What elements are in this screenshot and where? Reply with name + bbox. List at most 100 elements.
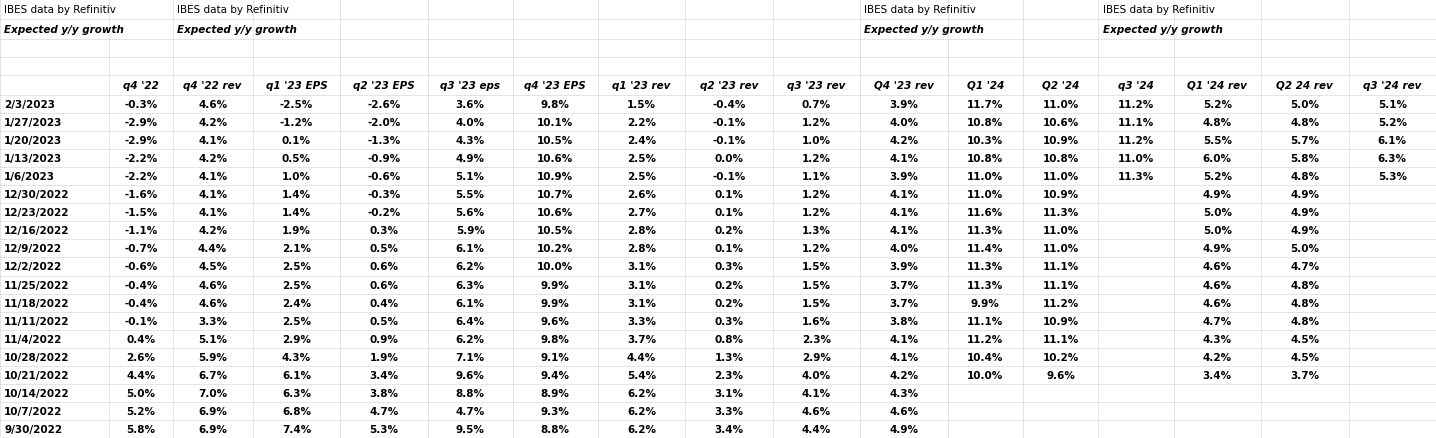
Text: 9.6%: 9.6% [1047, 370, 1076, 380]
Text: 4.7%: 4.7% [455, 406, 485, 416]
Text: -2.6%: -2.6% [368, 100, 401, 110]
Text: 5.5%: 5.5% [455, 190, 485, 200]
Text: q3 '23 rev: q3 '23 rev [787, 81, 846, 91]
Text: 1.5%: 1.5% [628, 100, 656, 110]
Text: 4.1%: 4.1% [198, 172, 227, 182]
Text: 4.6%: 4.6% [1203, 262, 1232, 272]
Text: 11.4%: 11.4% [966, 244, 1004, 254]
Text: Q2 24 rev: Q2 24 rev [1277, 81, 1333, 91]
Text: 9.6%: 9.6% [455, 370, 484, 380]
Text: 4.6%: 4.6% [1203, 280, 1232, 290]
Text: -2.2%: -2.2% [125, 172, 158, 182]
Text: 3.7%: 3.7% [1290, 370, 1320, 380]
Text: 0.2%: 0.2% [715, 280, 744, 290]
Text: IBES data by Refinitiv: IBES data by Refinitiv [177, 5, 289, 15]
Text: 11/25/2022: 11/25/2022 [4, 280, 70, 290]
Text: 11.1%: 11.1% [968, 316, 1004, 326]
Text: -0.3%: -0.3% [125, 100, 158, 110]
Text: 1.4%: 1.4% [281, 208, 312, 218]
Text: 0.1%: 0.1% [715, 190, 744, 200]
Text: 4.5%: 4.5% [198, 262, 227, 272]
Text: 0.3%: 0.3% [369, 226, 398, 236]
Text: 9.8%: 9.8% [541, 100, 570, 110]
Text: 6.1%: 6.1% [1377, 136, 1407, 146]
Text: -0.9%: -0.9% [368, 154, 401, 164]
Text: 10/7/2022: 10/7/2022 [4, 406, 63, 416]
Text: 2.4%: 2.4% [281, 298, 312, 308]
Text: 4.2%: 4.2% [198, 118, 227, 128]
Text: 0.0%: 0.0% [715, 154, 744, 164]
Text: 11.0%: 11.0% [1043, 226, 1078, 236]
Text: Q1 '24 rev: Q1 '24 rev [1188, 81, 1248, 91]
Text: -1.5%: -1.5% [125, 208, 158, 218]
Text: 4.8%: 4.8% [1290, 316, 1320, 326]
Text: -0.4%: -0.4% [125, 298, 158, 308]
Text: 11.6%: 11.6% [968, 208, 1004, 218]
Text: 1.4%: 1.4% [281, 190, 312, 200]
Text: 0.8%: 0.8% [715, 334, 744, 344]
Text: 3.1%: 3.1% [628, 298, 656, 308]
Text: 4.3%: 4.3% [1203, 334, 1232, 344]
Text: 4.6%: 4.6% [801, 406, 831, 416]
Text: 1.0%: 1.0% [801, 136, 831, 146]
Text: 2/3/2023: 2/3/2023 [4, 100, 56, 110]
Text: 5.7%: 5.7% [1290, 136, 1320, 146]
Text: 11.2%: 11.2% [1117, 100, 1155, 110]
Text: 4.9%: 4.9% [1203, 244, 1232, 254]
Text: 1.2%: 1.2% [801, 190, 831, 200]
Text: 11.2%: 11.2% [1043, 298, 1078, 308]
Text: 3.3%: 3.3% [628, 316, 656, 326]
Text: 4.7%: 4.7% [369, 406, 399, 416]
Text: 1.9%: 1.9% [369, 352, 398, 362]
Text: -1.2%: -1.2% [280, 118, 313, 128]
Text: 10.9%: 10.9% [1043, 190, 1078, 200]
Text: 4.0%: 4.0% [889, 244, 919, 254]
Text: 6.2%: 6.2% [455, 334, 485, 344]
Text: 11.0%: 11.0% [1117, 154, 1155, 164]
Text: 6.9%: 6.9% [198, 424, 227, 434]
Text: 3.8%: 3.8% [889, 316, 919, 326]
Text: 10.2%: 10.2% [1043, 352, 1078, 362]
Text: 5.0%: 5.0% [126, 388, 155, 398]
Text: q1 '23 rev: q1 '23 rev [612, 81, 671, 91]
Text: 10.1%: 10.1% [537, 118, 573, 128]
Text: 5.3%: 5.3% [1377, 172, 1407, 182]
Text: 6.2%: 6.2% [628, 388, 656, 398]
Text: 3.9%: 3.9% [889, 100, 918, 110]
Text: 11.3%: 11.3% [1117, 172, 1155, 182]
Text: -2.9%: -2.9% [125, 136, 158, 146]
Text: 5.0%: 5.0% [1203, 208, 1232, 218]
Text: 5.4%: 5.4% [628, 370, 656, 380]
Text: 7.0%: 7.0% [198, 388, 227, 398]
Text: 7.4%: 7.4% [281, 424, 312, 434]
Text: -2.9%: -2.9% [125, 118, 158, 128]
Text: 11/11/2022: 11/11/2022 [4, 316, 70, 326]
Text: 3.7%: 3.7% [889, 280, 919, 290]
Text: 10.7%: 10.7% [537, 190, 573, 200]
Text: 4.4%: 4.4% [628, 352, 656, 362]
Text: 2.3%: 2.3% [715, 370, 744, 380]
Text: 5.9%: 5.9% [455, 226, 484, 236]
Text: 9.3%: 9.3% [541, 406, 570, 416]
Text: 4.0%: 4.0% [455, 118, 485, 128]
Text: 4.5%: 4.5% [1290, 352, 1320, 362]
Text: 3.7%: 3.7% [889, 298, 919, 308]
Text: 4.0%: 4.0% [801, 370, 831, 380]
Text: 0.3%: 0.3% [715, 316, 744, 326]
Text: 4.1%: 4.1% [889, 226, 919, 236]
Text: 4.1%: 4.1% [889, 154, 919, 164]
Text: 0.4%: 0.4% [369, 298, 398, 308]
Text: 11.0%: 11.0% [1043, 172, 1078, 182]
Text: 1.3%: 1.3% [715, 352, 744, 362]
Text: 3.9%: 3.9% [889, 262, 918, 272]
Text: Q1 '24: Q1 '24 [966, 81, 1004, 91]
Text: 11.3%: 11.3% [968, 226, 1004, 236]
Text: 4.1%: 4.1% [801, 388, 831, 398]
Text: 4.8%: 4.8% [1290, 172, 1320, 182]
Text: 10/21/2022: 10/21/2022 [4, 370, 70, 380]
Text: 4.9%: 4.9% [1291, 226, 1320, 236]
Text: 4.6%: 4.6% [889, 406, 919, 416]
Text: 11.0%: 11.0% [1043, 244, 1078, 254]
Text: 2.4%: 2.4% [628, 136, 656, 146]
Text: -0.6%: -0.6% [368, 172, 401, 182]
